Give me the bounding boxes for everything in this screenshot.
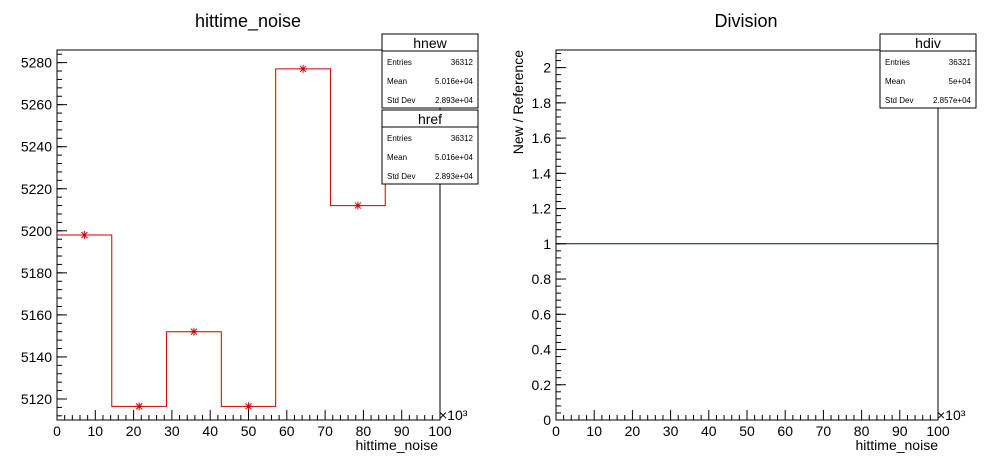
stats-row-value: 5.016e+04 [435,153,474,162]
histogram-marker [299,64,308,73]
stats-box-frame [381,33,479,109]
stats-box-title: hdiv [915,35,941,51]
stats-row-label: Std Dev [387,172,415,181]
x-tick-label: 100 [926,423,950,439]
stats-box-frame [879,33,977,109]
x-tick-label: 20 [126,423,142,439]
x-tick-label: 50 [241,423,257,439]
panel-hittime-noise: hittime_noise 0 10 20 30 40 50 60 70 80 90 100 5120 5… [21,11,479,453]
y-tick-label: 5140 [21,349,52,365]
x-tick-label: 40 [701,423,717,439]
stats-box-title: href [418,111,442,127]
x-tick-label: 60 [279,423,295,439]
stats-row-label: Std Dev [387,96,415,105]
stats-row-value: 36321 [949,58,972,67]
y-tick-label: 2 [543,60,551,76]
x-tick-label: 10 [88,423,104,439]
stats-row-label: Mean [387,153,407,162]
stats-box-title: hnew [413,35,447,51]
marker-star [135,402,144,411]
x-axis-title: hittime_noise [856,437,939,453]
y-tick-label: 1.4 [532,165,552,181]
y-tick-label: 0.6 [532,306,552,322]
histogram-marker [244,402,253,411]
y-tick-label: 0.2 [532,377,552,393]
x-tick-label: 70 [816,423,832,439]
y-tick-label: 1.6 [532,130,552,146]
x-tick-label: 10 [586,423,602,439]
stats-row-value: 2.893e+04 [435,172,474,181]
chart-title: Division [714,11,777,31]
x-tick-label: 0 [552,423,560,439]
x-tick-label: 100 [428,423,452,439]
x-tick-label: 60 [777,423,793,439]
marker-star [244,402,253,411]
y-tick-label: 5120 [21,391,52,407]
x-tick-label: 70 [317,423,333,439]
y-tick-label: 0 [543,412,551,428]
x-tick-label: 80 [356,423,372,439]
x-axis-title: hittime_noise [356,437,439,453]
x-axis-multiplier: ×10³ [439,407,468,423]
stats-row-label: Entries [387,58,412,67]
y-axis-title: New / Reference [510,50,526,154]
x-tick-label: 90 [394,423,410,439]
x-tick-label: 20 [625,423,641,439]
y-tick-label: 5200 [21,223,52,239]
stats-box-hdiv: hdiv Entries 36321 Mean 5e+04 Std Dev 2.857e+0… [879,33,977,109]
y-tick-label: 1.8 [532,95,552,111]
y-tick-label: 5240 [21,139,52,155]
chart-title: hittime_noise [195,11,301,32]
y-tick-label: 0.8 [532,271,552,287]
marker-star [353,201,362,210]
stats-row-value: 5.016e+04 [435,77,474,86]
histogram-marker [135,402,144,411]
marker-star [189,327,198,336]
x-tick-label: 0 [53,423,61,439]
x-tick-label: 30 [164,423,180,439]
stats-row-value: 36312 [451,134,474,143]
panel-division: Division 0 10 20 30 40 50 60 70 80 90 100 0 0.2 0.4 0.6… [510,11,977,453]
stats-row-label: Mean [387,77,407,86]
y-tick-label: 5220 [21,181,52,197]
y-tick-label: 1.2 [532,201,552,217]
histogram-marker [353,201,362,210]
stats-row-label: Std Dev [885,96,913,105]
x-tick-label: 40 [202,423,218,439]
x-tick-label: 50 [739,423,755,439]
stats-box-href: href Entries 36312 Mean 5.016e+04 Std Dev 2.89… [381,109,479,185]
x-tick-label: 90 [892,423,908,439]
y-tick-label: 5160 [21,307,52,323]
marker-star [80,231,89,239]
histogram-marker [80,231,89,239]
y-tick-label: 1 [543,236,551,252]
x-axis-multiplier: ×10³ [937,407,966,423]
y-tick-label: 5280 [21,55,52,71]
stats-box-frame [381,109,479,185]
y-tick-label: 0.4 [532,342,552,358]
y-tick-label: 5180 [21,265,52,281]
x-tick-label: 80 [854,423,870,439]
stats-row-value: 2.857e+04 [933,96,972,105]
stats-row-label: Mean [885,77,905,86]
stats-row-value: 2.893e+04 [435,96,474,105]
stats-row-label: Entries [387,134,412,143]
stats-row-value: 5e+04 [949,77,972,86]
y-tick-label: 5260 [21,97,52,113]
x-tick-label: 30 [663,423,679,439]
marker-star [299,64,308,73]
histogram-marker [189,327,198,336]
stats-row-value: 36312 [451,58,474,67]
stats-row-label: Entries [885,58,910,67]
